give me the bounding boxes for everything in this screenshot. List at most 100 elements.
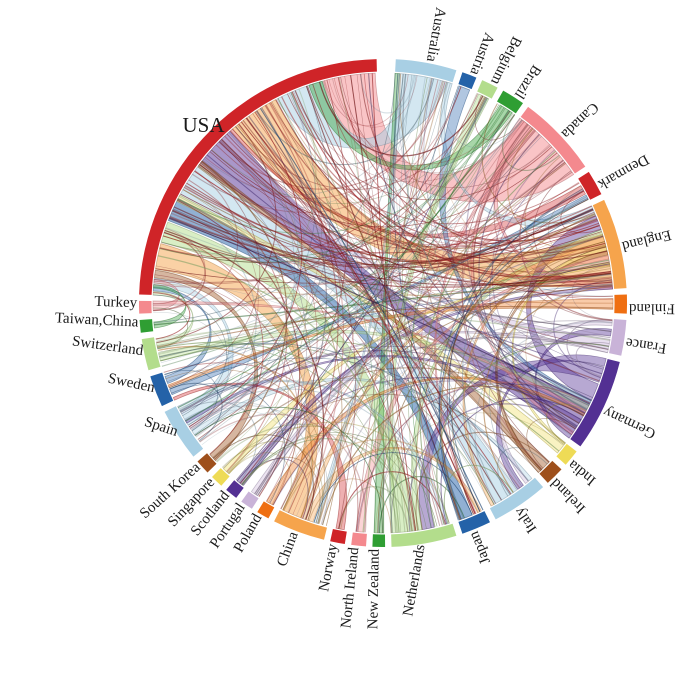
- fiber-link: [171, 383, 286, 504]
- fiber-link: [419, 150, 557, 528]
- fiber-link: [180, 401, 258, 483]
- fiber-link: [171, 212, 612, 288]
- fiber-link: [277, 98, 604, 255]
- ribbon-france-italy: [497, 319, 613, 484]
- fiber-link: [195, 125, 296, 438]
- fiber-link: [155, 265, 289, 497]
- fiber-link: [156, 315, 611, 342]
- arc-usa: [139, 59, 377, 295]
- label-netherlands: Netherlands: [400, 543, 428, 617]
- arc-new-zealand: [372, 534, 386, 548]
- fiber-link: [158, 218, 598, 355]
- fiber-link: [294, 90, 608, 263]
- fiber-link: [187, 405, 328, 526]
- fiber-link: [212, 367, 580, 459]
- fiber-lines: [152, 73, 614, 534]
- fiber-link: [153, 170, 239, 312]
- fiber-link: [371, 73, 417, 531]
- label-north-ireland: North Ireland: [338, 546, 362, 629]
- fiber-link: [182, 189, 315, 510]
- fiber-link: [153, 307, 189, 349]
- fiber-link: [332, 78, 525, 173]
- fiber-link: [410, 104, 500, 528]
- arc-netherlands: [391, 523, 457, 547]
- ribbon-turkey-germany: [152, 300, 587, 414]
- fiber-link: [362, 96, 487, 533]
- fiber-link: [256, 78, 435, 166]
- fiber-link: [272, 380, 582, 506]
- label-italy: Italy: [511, 504, 540, 536]
- fiber-link: [546, 403, 587, 445]
- fiber-link: [157, 306, 613, 348]
- fiber-link: [215, 144, 573, 233]
- fiber-link: [182, 188, 605, 271]
- fiber-link: [194, 406, 383, 534]
- label-england: England: [620, 226, 673, 254]
- label-denmark: Denmark: [595, 151, 652, 193]
- fiber-link: [160, 339, 560, 452]
- arc-south-korea: [197, 453, 217, 473]
- fiber-link: [169, 357, 529, 482]
- fiber-link: [199, 119, 523, 442]
- arc-norway: [330, 529, 347, 544]
- fiber-link: [179, 197, 588, 412]
- fiber-link: [221, 440, 324, 524]
- fiber-link: [277, 98, 377, 533]
- ribbon-poland-germany: [266, 376, 586, 506]
- arc-portugal: [241, 491, 259, 509]
- fiber-link: [160, 259, 610, 362]
- fiber-link: [227, 394, 539, 474]
- label-sweden: Sweden: [106, 371, 156, 397]
- fiber-link: [268, 224, 600, 503]
- fiber-link: [157, 80, 442, 350]
- ribbon-austria-germany: [439, 85, 592, 405]
- fiber-link: [240, 121, 606, 262]
- fiber-link: [443, 82, 523, 148]
- fiber-link: [156, 123, 277, 344]
- fiber-link: [443, 464, 514, 524]
- fiber-link: [313, 452, 473, 523]
- fiber-link: [461, 124, 550, 463]
- fiber-link: [293, 91, 523, 183]
- fiber-link: [201, 409, 415, 531]
- fiber-link: [290, 91, 566, 444]
- label-turkey: Turkey: [94, 294, 138, 312]
- fiber-link: [553, 279, 612, 379]
- fiber-link: [378, 476, 465, 534]
- ribbon-denmark-usa: [229, 128, 586, 238]
- fiber-link: [152, 161, 566, 307]
- fiber-link: [355, 79, 439, 532]
- fiber-link: [318, 81, 484, 157]
- fiber-link: [154, 93, 479, 283]
- arc-italy: [489, 477, 544, 520]
- label-usa: USA: [182, 113, 225, 137]
- fiber-link: [194, 170, 612, 286]
- country-arcs: [138, 59, 628, 548]
- fiber-link: [169, 383, 223, 442]
- fiber-link: [328, 75, 418, 128]
- fiber-link: [211, 149, 558, 228]
- fiber-link: [374, 412, 565, 533]
- fiber-link: [160, 74, 414, 364]
- label-switzerland: Switzerland: [71, 333, 145, 359]
- arc-canada: [520, 106, 586, 174]
- fiber-link: [153, 171, 573, 290]
- fiber-link: [407, 113, 514, 530]
- ribbon-netherlands-usa: [160, 221, 417, 533]
- fiber-link: [292, 76, 363, 515]
- fiber-link: [399, 73, 612, 279]
- arc-taiwan-china: [139, 319, 154, 333]
- fiber-link: [575, 342, 610, 377]
- fiber-link: [268, 102, 344, 519]
- fiber-link: [438, 208, 594, 521]
- fiber-link: [340, 268, 611, 530]
- fiber-link: [519, 159, 613, 321]
- fiber-link: [195, 92, 322, 437]
- fiber-link: [338, 77, 406, 533]
- arc-ireland: [539, 460, 562, 483]
- fiber-link: [474, 321, 613, 504]
- fiber-link: [159, 107, 506, 263]
- fiber-link: [533, 170, 613, 287]
- fiber-link: [359, 74, 416, 114]
- fiber-link: [333, 78, 511, 165]
